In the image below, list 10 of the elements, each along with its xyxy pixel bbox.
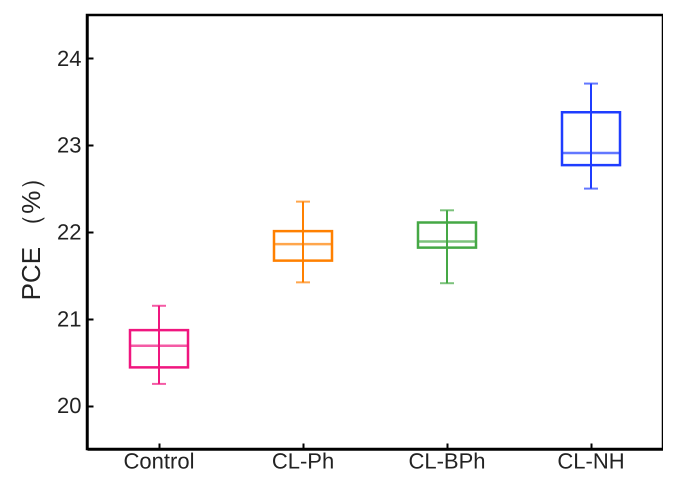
x-tick-label: CL-Ph [272,448,334,474]
y-tick-label: 22 [57,220,82,244]
y-tick-label: 21 [57,306,82,332]
y-tick-label: 24 [57,46,82,71]
y-axis-title: PCE （%） [16,164,46,300]
x-tick-label: Control [124,448,194,474]
x-tick-label: CL-BPh [408,448,486,474]
x-tick-label: CL-NH [557,448,625,474]
y-tick-label: 20 [57,393,82,418]
y-tick-label: 23 [57,132,82,158]
